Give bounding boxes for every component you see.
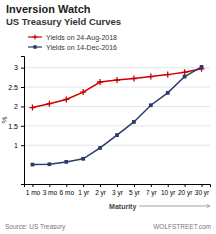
y-axis-title: %: [0, 116, 9, 123]
point: [80, 89, 86, 95]
x-tick-mark: [100, 184, 101, 187]
legend-label: Yields on 14-Dec-2016: [46, 44, 117, 51]
x-tick-mark: [49, 184, 50, 187]
x-tick-label: 3 yr: [112, 189, 124, 197]
point: [97, 79, 103, 85]
x-tick: 10 yr: [161, 184, 176, 197]
x-axis: 1 mo3 mo6 mo1 yr 2 yr 3 yr 5 yr 7 yr10 yr20 …: [25, 184, 211, 197]
y-tick-label: 2.5: [8, 84, 18, 91]
point: [47, 162, 51, 166]
grid-line: [24, 106, 210, 107]
x-tick-label: 1 yr: [78, 189, 90, 197]
grid-line: [24, 125, 210, 126]
x-tick: 30 yr: [195, 184, 210, 197]
subtitle: US Treasury Yield Curves: [6, 16, 121, 27]
y-tick: 1.5: [8, 123, 24, 130]
grid-line: [24, 67, 210, 68]
y-tick-mark: [21, 106, 24, 107]
point: [29, 105, 35, 111]
grid-line: [24, 87, 210, 88]
x-tick-label: 3 mo: [43, 189, 58, 196]
series: [31, 65, 204, 166]
title: Inversion Watch: [6, 3, 91, 15]
point: [182, 69, 188, 75]
series-line: [32, 67, 201, 165]
x-tick: 2 yr: [95, 184, 107, 197]
point: [165, 72, 171, 78]
y-tick-label: 2: [14, 103, 18, 110]
point: [98, 146, 102, 150]
y-tick: 1: [14, 142, 24, 149]
x-axis-line: [25, 185, 211, 188]
point: [31, 163, 35, 167]
y-axis-line: [21, 57, 25, 185]
y-tick: 2.5: [8, 84, 24, 91]
legend-label: Yields on 24-Aug-2018: [46, 34, 117, 42]
y-axis: 1 1.5 2 2.5 3: [8, 57, 24, 185]
x-tick-mark: [185, 184, 186, 187]
x-tick: 3 mo: [43, 184, 58, 196]
legend-item: Yields on 24-Aug-2018: [28, 34, 117, 42]
point: [183, 75, 187, 79]
x-tick: 20 yr: [178, 184, 193, 197]
x-tick-label: 10 yr: [161, 189, 176, 197]
x-tick: 1 mo: [26, 184, 41, 196]
point: [148, 74, 154, 80]
y-tick-mark: [21, 87, 24, 88]
x-tick: 3 yr: [112, 184, 124, 197]
x-tick-label: 7 yr: [146, 189, 158, 197]
point: [46, 101, 52, 107]
legend-marker: [33, 45, 36, 48]
point: [200, 65, 204, 69]
chart: Inversion WatchUS Treasury Yield Curves 1…: [0, 0, 216, 234]
x-tick-mark: [83, 184, 84, 187]
point: [64, 160, 68, 164]
point: [114, 77, 120, 83]
point: [63, 96, 69, 102]
x-axis-title: Maturity: [109, 203, 136, 211]
point: [166, 91, 170, 95]
x-tick: 1 yr: [78, 184, 90, 197]
x-axis-arrow: [139, 206, 210, 207]
x-tick-label: 30 yr: [195, 189, 210, 197]
x-tick-label: 6 mo: [60, 189, 75, 196]
y-tick: 3: [14, 64, 24, 71]
y-tick: 2: [14, 103, 24, 110]
point: [132, 120, 136, 124]
x-tick-label: 20 yr: [178, 189, 193, 197]
point: [149, 103, 153, 107]
series-line: [32, 69, 201, 108]
x-tick-mark: [168, 184, 169, 187]
y-tick-label: 3: [14, 64, 18, 71]
y-tick-label: 1.5: [8, 123, 18, 130]
y-tick-mark: [21, 145, 24, 146]
x-tick-mark: [66, 184, 67, 187]
plot: 1 1.5 2 2.5 3 1 mo3 mo6 mo1 yr 2 yr 3 yr 5 yr 7 y…: [8, 57, 210, 197]
legend-item: Yields on 14-Dec-2016: [28, 44, 117, 51]
x-tick: 6 mo: [60, 184, 75, 196]
y-tick-mark: [21, 68, 24, 69]
annotation: WOLFSTREET.com: [153, 223, 211, 230]
y-tick-label: 1: [14, 142, 18, 149]
x-tick: 5 yr: [129, 184, 141, 197]
x-tick-mark: [134, 184, 135, 187]
point: [115, 133, 119, 137]
x-tick-mark: [151, 184, 152, 187]
series: [29, 66, 204, 111]
y-tick-mark: [21, 126, 24, 127]
x-tick: 7 yr: [146, 184, 158, 197]
legend-marker: [33, 35, 38, 40]
point: [131, 75, 137, 81]
x-tick-mark: [202, 184, 203, 187]
x-tick-label: 1 mo: [26, 189, 41, 196]
legend: Yields on 24-Aug-2018 Yields on 14-Dec-20…: [28, 34, 117, 51]
annotation: Source: US Treasury: [5, 223, 66, 231]
point: [81, 157, 85, 161]
x-tick-mark: [32, 184, 33, 187]
x-tick-label: 2 yr: [95, 189, 107, 197]
x-tick-mark: [117, 184, 118, 187]
grid-line: [24, 145, 210, 146]
marks: [29, 65, 204, 166]
x-tick-label: 5 yr: [129, 189, 141, 197]
